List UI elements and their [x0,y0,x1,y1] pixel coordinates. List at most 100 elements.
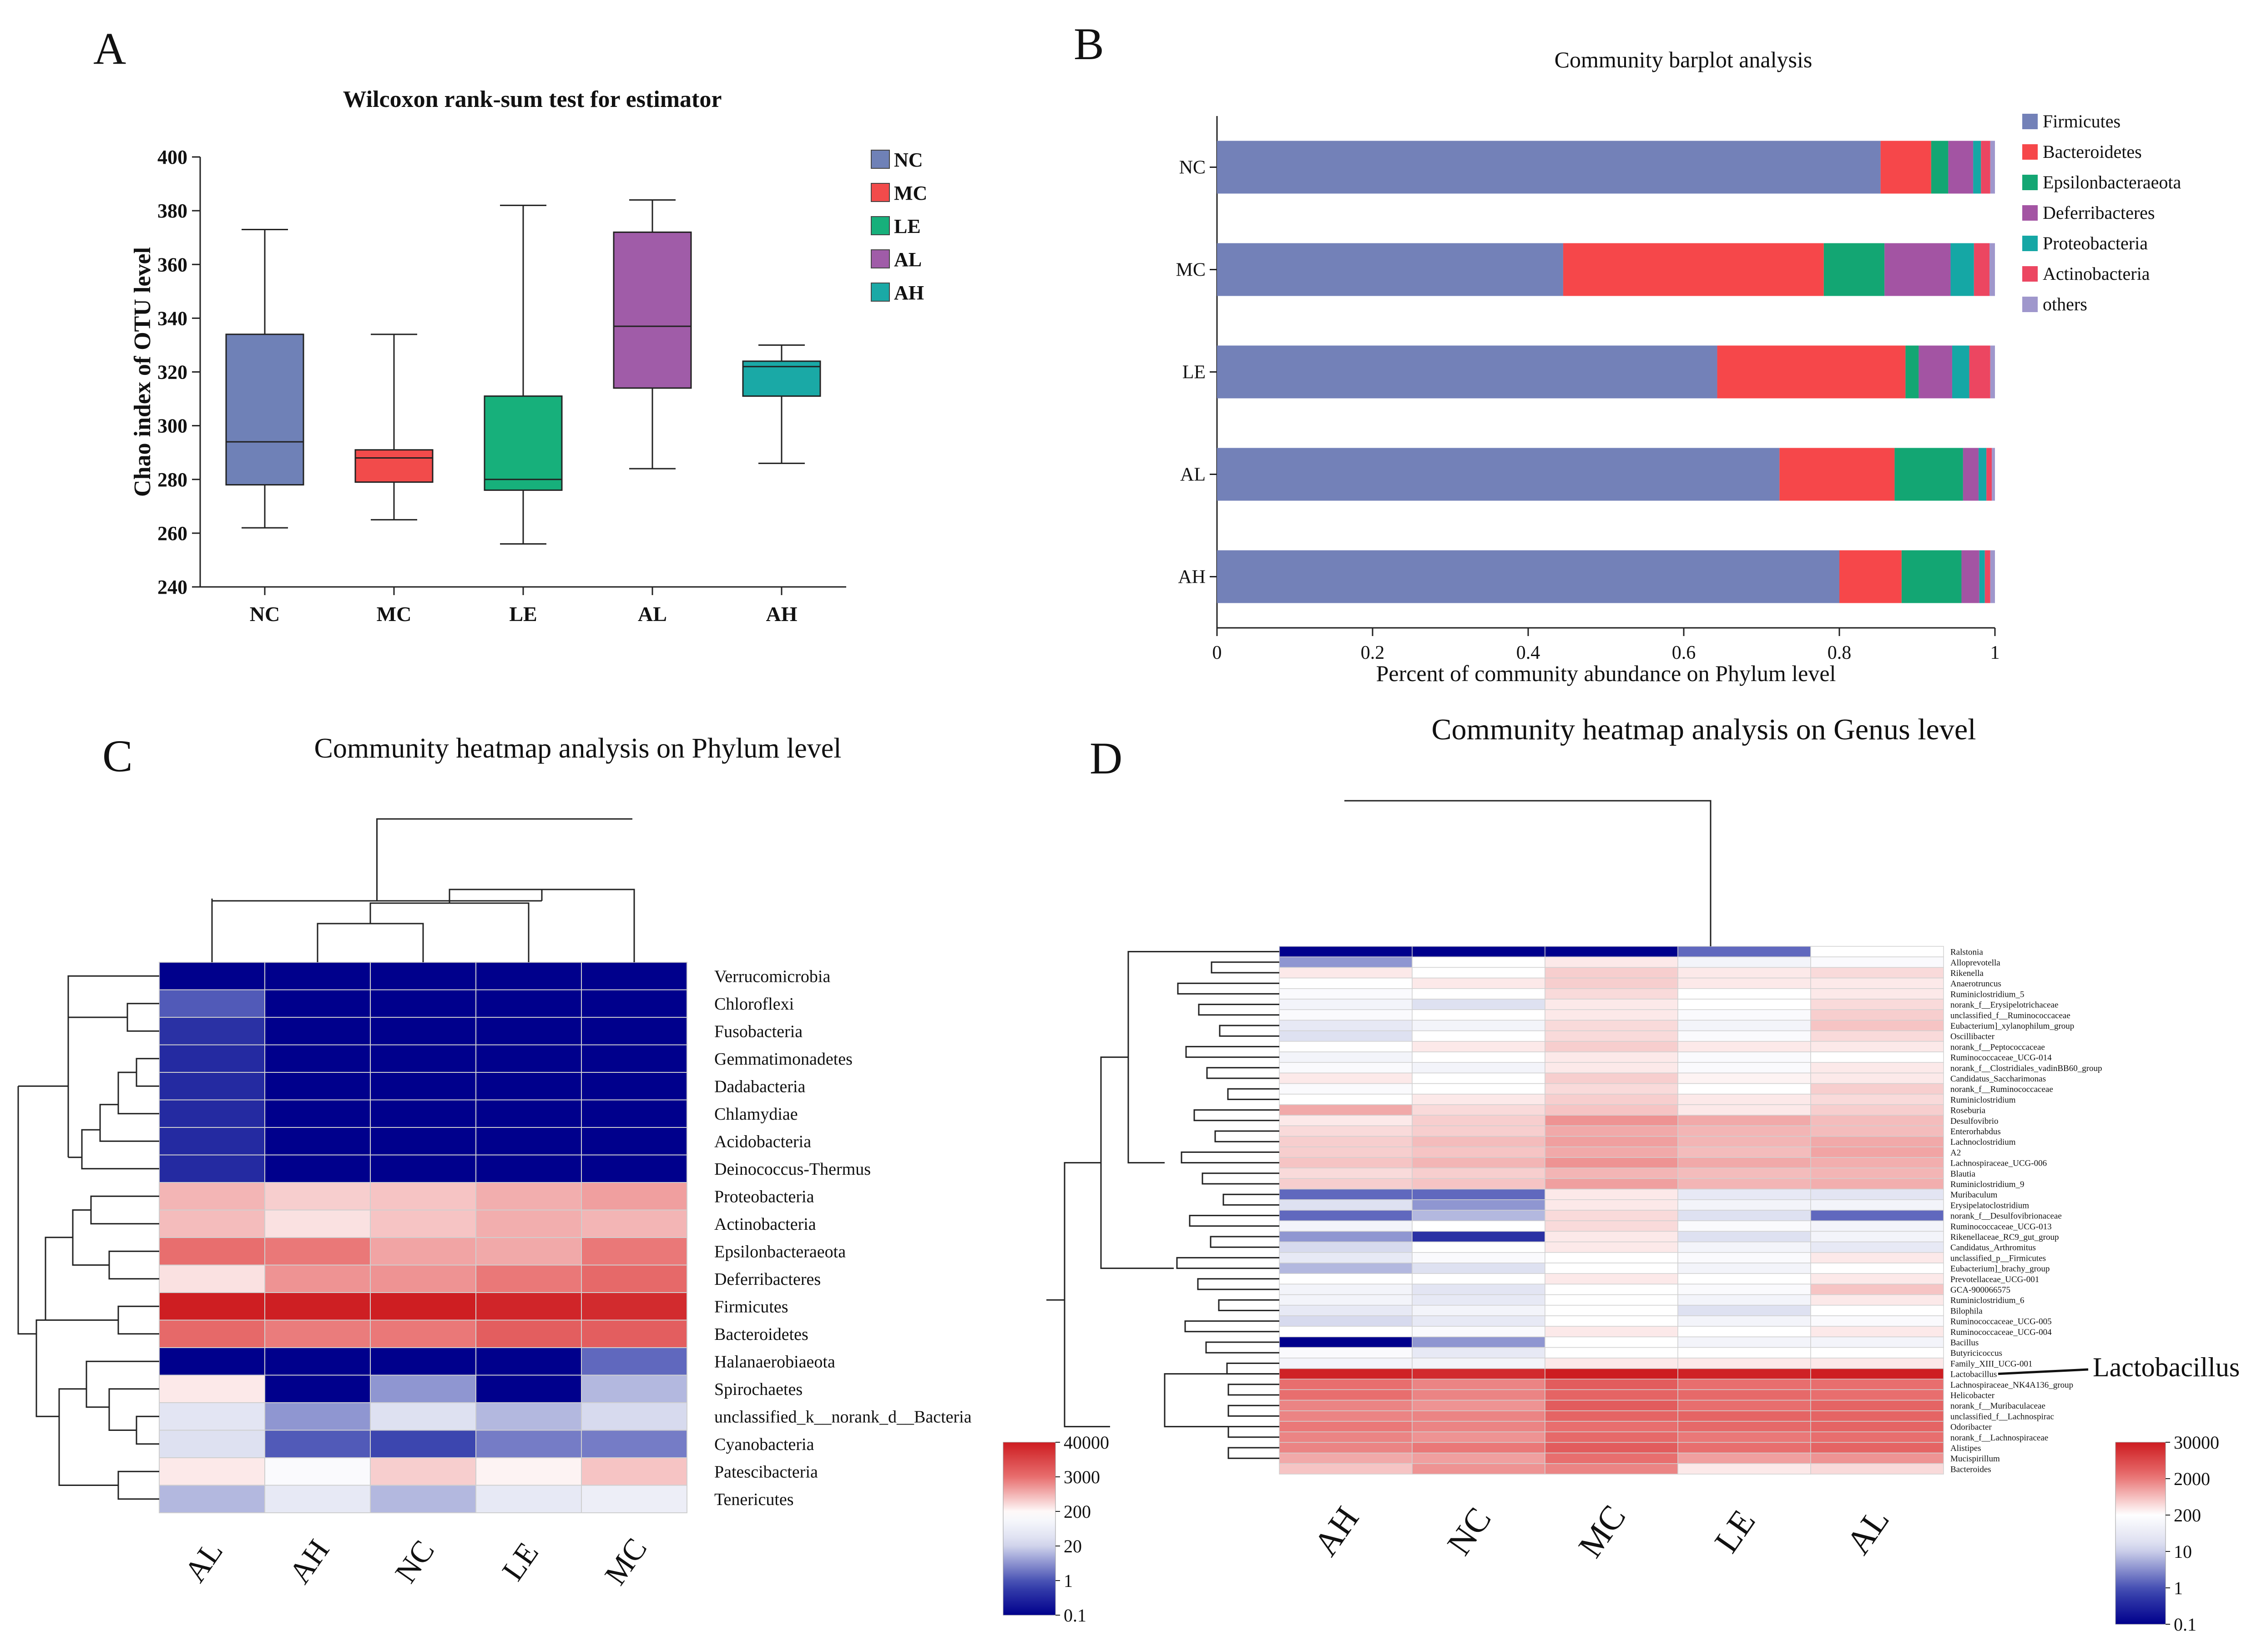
x-tick-label: 0.6 [1672,642,1696,663]
cell-enterorhabdus-mc [1545,1125,1678,1137]
x-tick-label: 0.4 [1516,642,1540,663]
row-label-ruminococcaceae-ucg-013: Ruminococcaceae_UCG-013 [1950,1222,2052,1232]
legend-swatch-mc [871,183,890,202]
column-dendrogram-branch [1344,800,1712,946]
bar-le-deferribacteres [1919,345,1952,399]
column-label-nc: NC [388,1534,441,1589]
cell-bacteroidetes-al [159,1319,265,1348]
cell-lachnoclostridium-mc [1545,1136,1678,1147]
row-dendrogram-branch [17,1086,36,1335]
y-tick-label: 280 [157,469,187,491]
legend-label-bacteroidetes: Bacteroidetes [2043,141,2142,162]
cell-patescibacteria-le [475,1457,582,1486]
cell-spirochaetes-mc [581,1374,687,1403]
x-tick-label: NC [250,602,280,626]
panel-b-barplot: Community barplot analysis Percent of com… [1176,47,2181,686]
legend-label-mc: MC [894,182,927,204]
bar-nc-epsilonbacteraeota [1931,141,1949,194]
colorbar-tick-label: 2000 [2174,1469,2210,1489]
row-dendrogram-branch [117,1470,159,1500]
y-tick-label: NC [1179,157,1206,178]
cell-ralstonia-le [1677,946,1811,957]
cell-erysipelatoclostridium-al [1810,1199,1944,1211]
cell-unclassified-f-ruminococcaceae-nc [1412,1009,1545,1021]
cell-firmicutes-al [159,1292,265,1321]
row-label-dadabacteria: Dadabacteria [714,1077,806,1096]
box-mc [354,449,434,483]
cell-eubacterium-xylanophilum-group-ah [1279,1020,1413,1031]
row-dendrogram-branch [117,1305,159,1335]
cell-acidobacteria-le [475,1127,582,1156]
bar-al-actinobacteria [1986,448,1992,501]
cell-butyricicoccus-ah [1279,1347,1413,1359]
cell-ruminococcaceae-ucg-004-mc [1545,1326,1678,1338]
cell-family-xiii-ucg-001-mc [1545,1358,1678,1369]
row-label-ruminiclostridium-6: Ruminiclostridium_6 [1950,1296,2025,1305]
x-tick-label: AL [638,602,667,626]
cell-lachnospiraceae-nk4a136-group-al [1810,1379,1944,1390]
row-dendrogram-branch [1184,1320,1279,1333]
colorbar-tick-label: 3000 [1064,1467,1100,1487]
cell-unclassified-k-norank-d-bacteria-nc [370,1402,476,1431]
cell-ruminococcaceae-ucg-004-le [1677,1326,1811,1338]
cell-ruminococcaceae-ucg-014-mc [1545,1051,1678,1063]
row-dendrogram-branch [1185,1046,1279,1058]
cell-blautia-nc [1412,1167,1545,1179]
row-dendrogram-branch [1227,1088,1279,1100]
cell-dadabacteria-al [159,1072,265,1101]
row-dendrogram-branch [1205,1341,1279,1354]
cell-butyricicoccus-nc [1412,1347,1545,1359]
cell-verrucomicrobia-nc [370,962,476,990]
cell-gca-900066575-le [1677,1283,1811,1295]
cell-desulfovibrio-nc [1412,1115,1545,1127]
row-dendrogram-branch [1214,1130,1279,1142]
cell-tenericutes-al [159,1485,265,1513]
cell-halanaerobiaeota-mc [581,1347,687,1376]
cell-proteobacteria-al [159,1182,265,1211]
cell-deferribacteres-al [159,1264,265,1293]
cell-enterorhabdus-nc [1412,1125,1545,1137]
cell-ruminococcaceae-ucg-014-nc [1412,1051,1545,1063]
column-dendrogram-branch [369,902,530,962]
cell-alistipes-al [1810,1442,1944,1454]
cell-epsilonbacteraeota-nc [370,1237,476,1266]
cell-unclassified-f-lachnospirac-nc [1412,1410,1545,1422]
cell-mucispirillum-al [1810,1452,1944,1464]
cell-ralstonia-al [1810,946,1944,957]
annotation-pointer [1998,1368,2089,1375]
cell-butyricicoccus-le [1677,1347,1811,1359]
legend-swatch-al [871,249,890,268]
legend-swatch-firmicutes [2022,114,2038,129]
cell-acidobacteria-nc [370,1127,476,1156]
row-label-cyanobacteria: Cyanobacteria [714,1435,814,1454]
y-tick-label: LE [1182,362,1206,383]
row-label-norank-f-peptococcaceae: norank_f__Peptococcaceae [1950,1042,2045,1052]
cell-proteobacteria-nc [370,1182,476,1211]
cell-bacillus-le [1677,1336,1811,1348]
cell-deferribacteres-ah [264,1264,371,1293]
cell-blautia-al [1810,1167,1944,1179]
row-dendrogram-branch [1227,1426,1279,1438]
cell-prevotellaceae-ucg-001-al [1810,1273,1944,1285]
cell-norank-f-lachnospiraceae-ah [1279,1431,1413,1443]
row-label-unclassified-p-firmicutes: unclassified_p__Firmicutes [1950,1253,2046,1263]
cell-oscillibacter-mc [1545,1030,1678,1042]
y-tick-label: AH [1178,567,1206,588]
box-nc [225,333,304,486]
cell-roseburia-mc [1545,1104,1678,1116]
cell-ruminiclostridium-5-mc [1545,988,1678,1000]
cell-eubacterium-brachy-group-le [1677,1263,1811,1274]
row-label-eubacterium-xylanophilum-group: Eubacterium]_xylanophilum_group [1950,1021,2074,1031]
cell-firmicutes-nc [370,1292,476,1321]
cell-bacteroidetes-le [475,1319,582,1348]
row-dendrogram-branch [1222,1193,1279,1206]
legend-label-epsilonbacteraeota: Epsilonbacteraeota [2043,172,2181,192]
chart-title: Community heatmap analysis on Phylum lev… [314,733,842,764]
cell-norank-f-muribaculaceae-le [1677,1399,1811,1411]
cell-prevotellaceae-ucg-001-le [1677,1273,1811,1285]
cell-norank-f-peptococcaceae-le [1677,1041,1811,1052]
cell-bacillus-al [1810,1336,1944,1348]
y-tick-label: 340 [157,307,187,329]
cell-a2-le [1677,1147,1811,1158]
cell-erysipelatoclostridium-mc [1545,1199,1678,1211]
